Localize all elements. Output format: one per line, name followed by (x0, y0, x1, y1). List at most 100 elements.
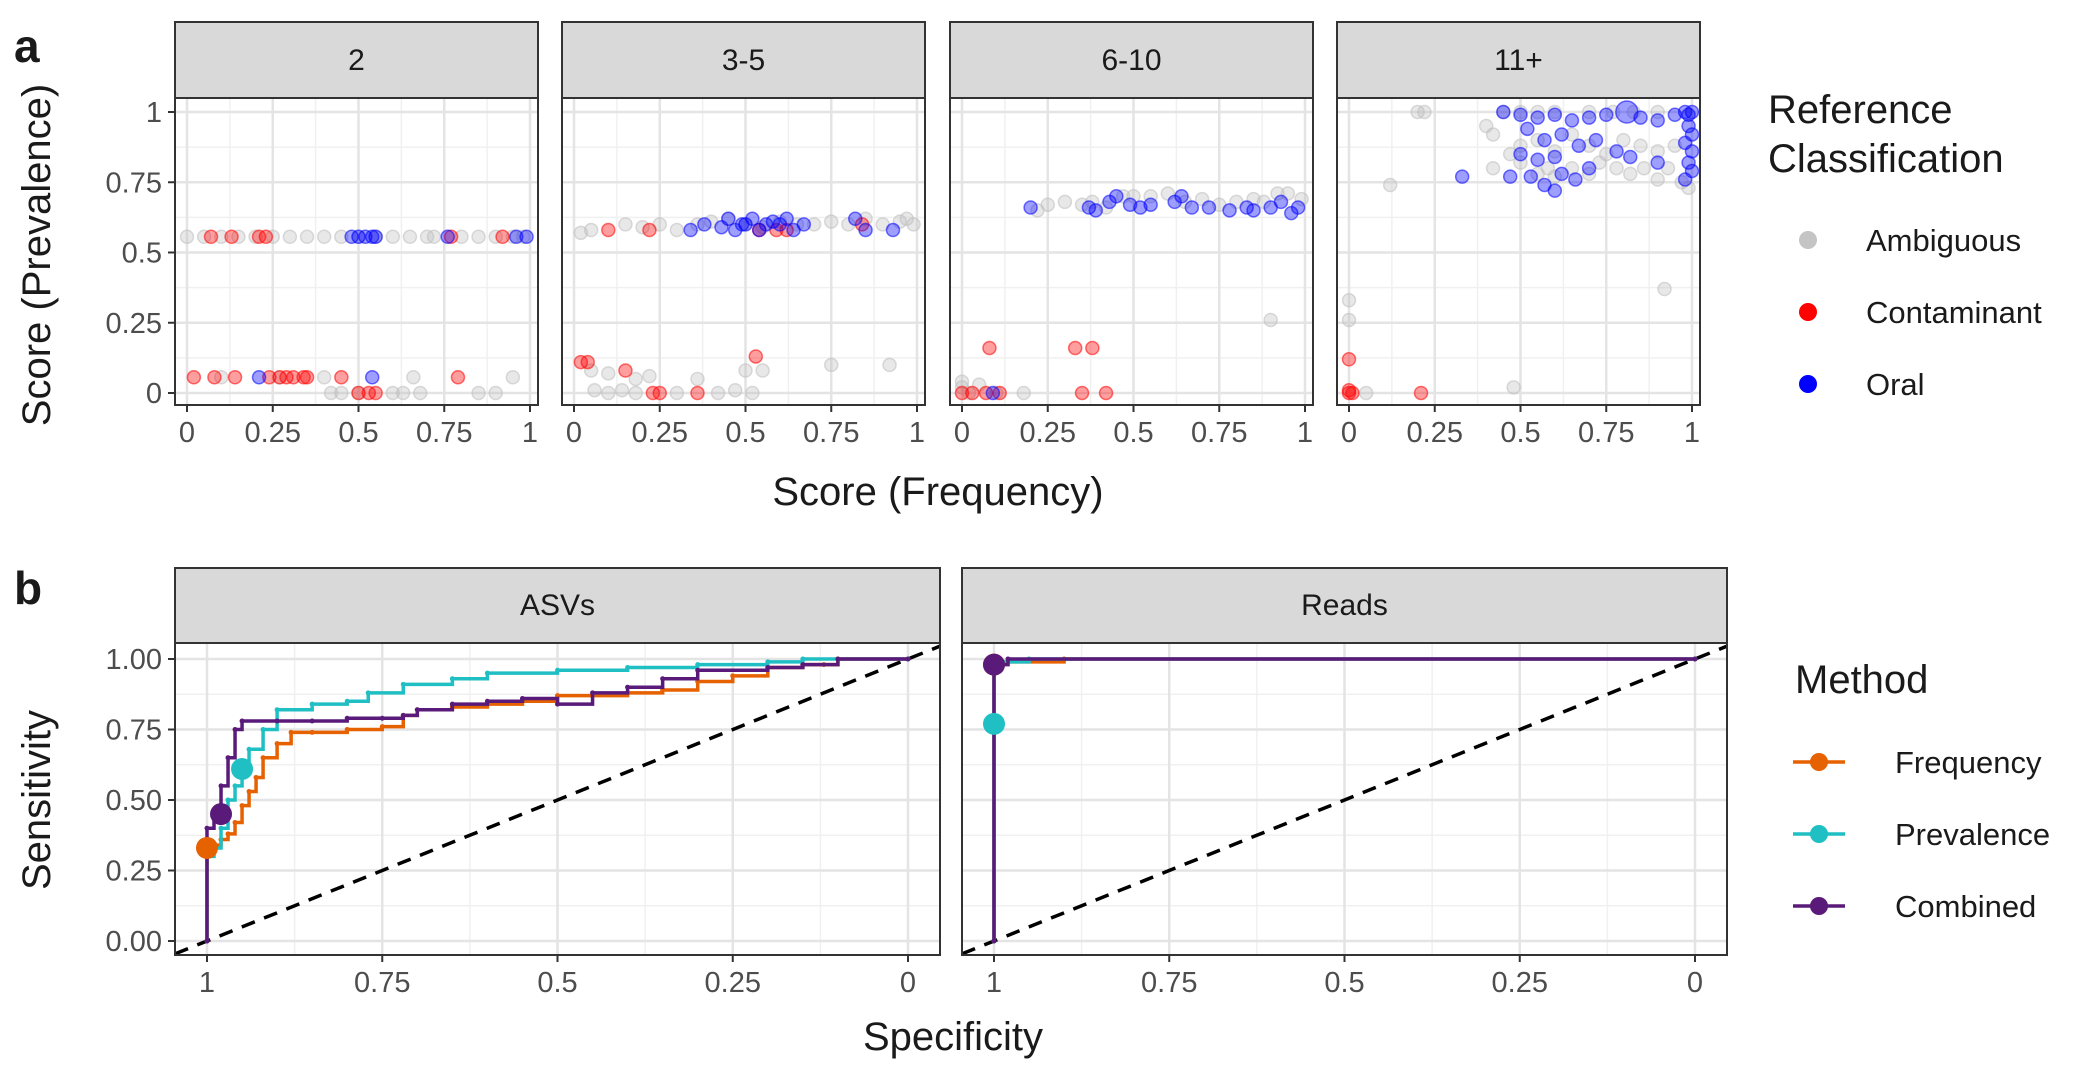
y-tick-label: 0.25 (106, 308, 162, 340)
data-point-contaminant (1098, 385, 1114, 401)
data-point-oral (1523, 169, 1539, 184)
plot-panel-border (561, 97, 926, 406)
data-point-oral (1564, 113, 1580, 128)
facet-strip-label: 3-5 (722, 44, 765, 77)
data-point-oral (1290, 200, 1306, 215)
data-point-contaminant (351, 385, 366, 401)
data-point-oral (1184, 200, 1200, 215)
legend-key-combined (1810, 897, 1828, 915)
x-tick-label: 0.5 (1500, 417, 1540, 449)
data-point-contaminant (1341, 352, 1357, 367)
roc-step-point-combined (414, 707, 420, 713)
roc-step-point-combined (765, 664, 771, 670)
data-point-oral (368, 229, 383, 245)
roc-step-point-combined (274, 718, 280, 724)
facet-strip-label: 6-10 (1101, 44, 1161, 77)
x-tick-label: 1 (1297, 417, 1313, 449)
data-point-ambiguous (1263, 312, 1278, 328)
panel-b-legend: Method Frequency Prevalence Combined (1793, 658, 2050, 924)
data-point-ambiguous (1417, 104, 1432, 120)
data-point-ambiguous (299, 229, 315, 245)
data-point-contaminant (1341, 382, 1357, 398)
data-point-oral (1246, 203, 1261, 218)
roc-step-point-frequency (225, 831, 231, 837)
data-point-ambiguous (214, 229, 229, 245)
data-point-ambiguous (1126, 189, 1141, 204)
roc-step-point-prevalence (274, 707, 280, 713)
data-point-ambiguous (1581, 166, 1597, 182)
data-point-contaminant (748, 349, 764, 364)
data-point-contaminant (262, 370, 277, 385)
threshold-point-prevalence (983, 712, 1005, 735)
x-tick-label: 0 (1687, 967, 1703, 999)
data-point-oral (1273, 194, 1289, 210)
roc-step-point-combined (590, 690, 596, 696)
data-point-contaminant (495, 229, 510, 245)
data-point-oral (1633, 110, 1648, 125)
data-point-oral (848, 211, 863, 227)
data-point-oral (1109, 189, 1124, 204)
data-point-ambiguous (745, 385, 760, 401)
data-point-contaminant (334, 370, 349, 385)
data-point-oral (1571, 138, 1587, 153)
data-point-ambiguous (1485, 127, 1501, 142)
roc-step-point-combined (555, 701, 560, 707)
data-point-oral (858, 222, 873, 238)
roc-step-point-combined (344, 715, 350, 721)
roc-step-point-prevalence (246, 746, 252, 752)
facet-strip-label: 2 (348, 44, 365, 77)
roc-step-point-combined (309, 718, 315, 724)
legend-label: Oral (1866, 367, 1925, 402)
data-point-ambiguous (669, 385, 685, 401)
data-point-ambiguous (334, 385, 349, 401)
data-point-ambiguous (1294, 191, 1309, 207)
data-point-oral (1581, 110, 1597, 125)
x-tick-label: 0 (1341, 417, 1357, 449)
panel-b-x-axis-title: Specificity (863, 1015, 1043, 1059)
data-point-ambiguous (806, 217, 822, 232)
data-point-oral (1088, 203, 1104, 218)
legend-title: Method (1795, 658, 1928, 702)
roc-step-point-prevalence (800, 656, 806, 662)
panel-a-x-axis-title: Score (Frequency) (772, 470, 1103, 514)
data-point-contaminant (1413, 385, 1429, 401)
data-point-contaminant (258, 229, 274, 245)
data-point-oral (1588, 132, 1604, 148)
roc-step-point-prevalence (365, 690, 371, 696)
data-point-oral (796, 217, 812, 232)
roc-step-point-combined (379, 715, 385, 721)
x-tick-label: 0.5 (1324, 967, 1364, 999)
y-tick-label: 0 (146, 378, 162, 410)
data-point-contaminant (450, 370, 466, 385)
data-point-oral (1520, 121, 1535, 137)
data-point-oral (1650, 155, 1665, 170)
data-point-ambiguous (488, 385, 503, 401)
data-point-oral (721, 211, 736, 227)
data-point-contaminant (580, 354, 595, 370)
x-tick-label: 0.5 (1113, 417, 1153, 449)
x-tick-label: 0.25 (705, 967, 761, 999)
data-point-contaminant (299, 370, 315, 385)
roc-step-point-prevalence (484, 670, 490, 676)
data-point-oral (1623, 149, 1638, 165)
x-tick-label: 0.25 (1020, 417, 1076, 449)
data-point-ambiguous (179, 229, 195, 245)
roc-step-point-combined (232, 727, 238, 732)
data-point-oral (1547, 149, 1563, 165)
data-point-contaminant (227, 370, 243, 385)
roc-step-point-frequency (239, 803, 245, 809)
roc-step-point-frequency (274, 741, 280, 747)
data-point-contaminant (1067, 340, 1083, 356)
y-tick-label: 1.00 (106, 644, 162, 676)
x-tick-label: 0 (900, 967, 916, 999)
data-point-oral (697, 217, 712, 232)
x-tick-label: 0.5 (338, 417, 378, 449)
roc-step-point-combined (218, 783, 224, 789)
data-point-oral (1174, 189, 1189, 204)
data-point-contaminant (224, 229, 239, 245)
data-point-ambiguous (1057, 194, 1073, 210)
x-tick-label: 0.25 (1407, 417, 1463, 449)
data-point-oral (364, 370, 380, 385)
data-point-contaminant (652, 385, 667, 401)
roc-step-point-combined (660, 676, 666, 682)
